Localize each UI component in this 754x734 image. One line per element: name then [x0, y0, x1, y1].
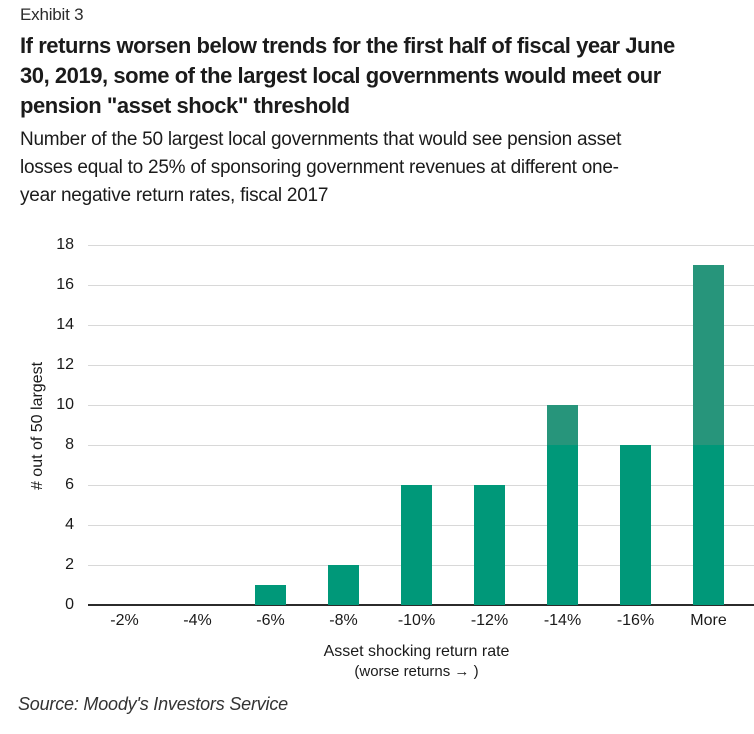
y-tick-label: 12: [56, 356, 74, 373]
x-axis-line: [88, 604, 754, 606]
chart-title-line: 30, 2019, some of the largest local gove…: [20, 63, 661, 88]
exhibit-label: Exhibit 3: [20, 5, 84, 24]
chart-title-line: pension "asset shock" threshold: [20, 93, 350, 118]
y-tick-label: 8: [65, 436, 74, 453]
bar--12pct: [474, 485, 505, 605]
y-tick-label: 18: [56, 236, 74, 253]
gridline: [88, 445, 754, 446]
x-tick-label: -14%: [543, 612, 582, 629]
bar--10pct: [401, 485, 432, 605]
bar-more: [693, 265, 724, 605]
bar--6pct: [255, 585, 286, 605]
chart-subtitle-line: year negative return rates, fiscal 2017: [20, 185, 329, 206]
chart-subtitle-line: losses equal to 25% of sponsoring govern…: [20, 157, 619, 178]
y-tick-label: 16: [56, 276, 74, 293]
y-tick-label: 6: [65, 476, 74, 493]
source-text: Source: Moody's Investors Service: [18, 694, 288, 714]
chart-subtitle: Number of the 50 largest local governmen…: [20, 126, 748, 210]
x-tick-label: -10%: [397, 612, 436, 629]
chart-subtitle-line: Number of the 50 largest local governmen…: [20, 129, 622, 150]
y-tick-label: 14: [56, 316, 74, 333]
gridline: [88, 245, 754, 246]
x-tick-label: -12%: [470, 612, 509, 629]
x-tick-label: -8%: [329, 612, 358, 629]
plot-area: [88, 245, 754, 606]
y-tick-label: 2: [65, 556, 74, 573]
x-tick-label: -2%: [110, 612, 139, 629]
y-tick-label: 0: [65, 596, 74, 613]
x-tick-label: -16%: [616, 612, 655, 629]
y-tick-label: 10: [56, 396, 74, 413]
x-axis-title: Asset shocking return rate: [323, 643, 510, 660]
gridline: [88, 365, 754, 366]
y-tick-label: 4: [65, 516, 74, 533]
bar--16pct: [620, 445, 651, 605]
chart-title-line: If returns worsen below trends for the f…: [20, 33, 675, 58]
x-tick-label: More: [690, 612, 727, 629]
chart-title: If returns worsen below trends for the f…: [20, 31, 744, 121]
x-tick-label: -6%: [256, 612, 285, 629]
x-axis-subtitle: (worse returns → ): [354, 663, 479, 680]
bar--8pct: [328, 565, 359, 605]
gridline: [88, 405, 754, 406]
gridline: [88, 285, 754, 286]
x-tick-label: -4%: [183, 612, 212, 629]
bar--14pct: [547, 405, 578, 605]
gridline: [88, 325, 754, 326]
